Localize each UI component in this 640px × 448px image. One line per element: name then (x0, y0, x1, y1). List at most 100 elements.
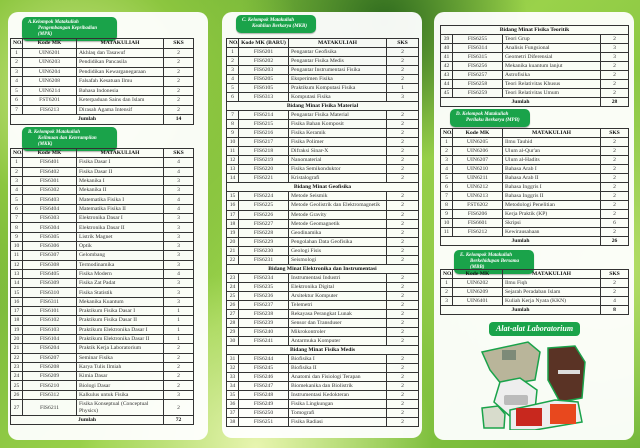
cell-kode: FIS6249 (238, 398, 289, 409)
cell-sks: 2 (599, 79, 630, 89)
cell-matakuliah: Geologi Fisis (288, 245, 387, 256)
cell-kode: FIS6214 (238, 110, 289, 120)
cell-matakuliah: Metode Gravity (288, 209, 387, 220)
cell-matakuliah: Metode Seismik (288, 191, 387, 201)
header-row: NO. Kode MK MATAKULIAH SKS (440, 128, 629, 138)
table-row: 2 UIN6206 Ulum al-Qur'an 2 (440, 146, 629, 156)
cell-sks: 3 (163, 175, 194, 187)
cell-no: 31 (226, 353, 239, 364)
table-row: 3 UIN6204 Pendidikan Kewarganegaraan 2 (10, 66, 194, 77)
cell-no: 8 (10, 222, 23, 233)
cell-no: 26 (226, 299, 239, 310)
table-row: 23 FIS6208 Karya Tulis Ilmiah 2 (10, 361, 194, 373)
cell-no: 19 (226, 227, 239, 238)
cell-matakuliah: Mekanika kuantum lanjut (502, 61, 601, 71)
cell-sks: 2 (386, 56, 419, 66)
cell-no: 5 (10, 194, 23, 205)
cell-kode: FIS6212 (452, 227, 503, 237)
cell-kode: FIS6308 (22, 259, 77, 270)
cell-matakuliah: Skripsi (502, 218, 601, 228)
cell-no: 16 (226, 200, 239, 211)
cell-sks: 3 (163, 240, 194, 252)
cell-matakuliah: Matematika Fisika II (76, 203, 164, 215)
cell-sks: 2 (600, 227, 629, 237)
table-row: 3 UIN6401 Kuliah Kerja Nyata (KKN) 4 (440, 296, 629, 306)
cell-sks: 3 (163, 222, 194, 233)
table-row: 23 FIS6234 Instrumentasi Industri 2 (226, 272, 419, 283)
cell-matakuliah: Difraksi Sinar-X (288, 146, 387, 156)
cell-sks: 2 (386, 362, 419, 373)
total-row: Jumlah 26 (440, 236, 629, 246)
cell-matakuliah: Kalkulus untuk Fisika (76, 389, 164, 401)
cell-matakuliah: Termodinamika (76, 259, 164, 270)
cell-kode: FIS6220 (238, 164, 289, 174)
cell-sks: 2 (386, 398, 419, 409)
cell-kode: FIS6244 (238, 353, 289, 364)
cell-kode: FIS6215 (238, 119, 289, 129)
table-row: 1 UIN6205 Ilmu Tauhid 2 (440, 137, 629, 147)
cell-no: 20 (10, 333, 23, 345)
cell-matakuliah: Fisika Statistik (76, 287, 164, 298)
cell-matakuliah: Mekanika II (76, 185, 164, 196)
cell-no: 5 (440, 173, 453, 183)
cell-no: 3 (226, 65, 239, 75)
cell-no: 1 (10, 47, 23, 58)
cell-sks: 2 (386, 65, 419, 75)
cell-matakuliah: Pengantar Instrumentasi Fisika (288, 65, 387, 75)
table-row: 2 FIS6402 Fisika Dasar II 4 (10, 166, 194, 177)
cell-sks: 2 (600, 287, 629, 297)
table-row: 5 UIN6214 Bahasa Indonesia 2 (10, 85, 194, 96)
table-row: 45 FIS6259 Teori Relativitas Umum 2 (440, 88, 630, 98)
cell-matakuliah: Praktik Kerja Laboratorium (76, 343, 164, 354)
cell-matakuliah: Fisika Modern (76, 268, 164, 280)
cell-kode: FIS6102 (22, 315, 77, 326)
cell-sks: 2 (163, 104, 194, 115)
col-kode: Kode MK (22, 147, 77, 159)
cell-matakuliah: Kerja Praktik (KP) (502, 209, 601, 219)
cell-no: 25 (226, 290, 239, 301)
cell-matakuliah: Kewirausahaan (502, 227, 601, 237)
cell-kode: FIS6248 (238, 389, 289, 400)
cell-matakuliah: Fisika Lingkungan (288, 398, 387, 409)
banner-line: Berkehidupan Bersama (MBB) (470, 259, 520, 270)
col-matakuliah: MATAKULIAH (76, 38, 164, 49)
table-row: 2 UIN6203 Pendidikan Pancasila 2 (10, 57, 194, 68)
table-row: 5 UIN6211 Bahasa Arab II 2 (440, 173, 629, 183)
table-row: 36 FIS6249 Fisika Lingkungan 2 (226, 398, 419, 409)
table-row: 21 FIS6204 Praktik Kerja Laboratorium 2 (10, 343, 194, 354)
table-row: 3 UIN6207 Ulum al-Hadits 2 (440, 155, 629, 165)
header-row: NO. Kode MK MATAKULIAH SKS (10, 38, 194, 49)
cell-sks: 4 (163, 157, 194, 168)
cell-sks: 2 (386, 290, 419, 301)
cell-no: 3 (440, 155, 453, 165)
cell-no: 41 (440, 52, 453, 62)
lab-title: Alat-alat Laboratorium (489, 322, 580, 336)
table-row: 30 FIS6241 Antarmuka Komputer 2 (226, 335, 419, 346)
cell-sks: 2 (386, 47, 419, 57)
cell-sks: 2 (386, 137, 419, 147)
cell-kode: FIS6216 (238, 128, 289, 138)
col-kode: Kode MK (452, 269, 503, 279)
cell-no: 26 (10, 389, 23, 401)
cell-matakuliah: Fisika Semikonduktor (288, 164, 387, 174)
table-row: 15 FIS6310 Fisika Statistik 3 (10, 287, 194, 298)
banner-line: C. Kelompok Matakuliah (242, 18, 295, 23)
cell-sks: 2 (386, 308, 419, 319)
cell-sks: 1 (163, 306, 194, 317)
cell-matakuliah: Kristalografi (288, 173, 387, 183)
cell-no: 28 (226, 317, 239, 328)
cell-no: 7 (226, 110, 239, 120)
cell-matakuliah: Tomografi (288, 407, 387, 418)
cell-matakuliah: Teori Grup (502, 34, 601, 44)
cell-no: 17 (10, 306, 23, 317)
cell-sks: 2 (163, 76, 194, 87)
table-row: 1 UIN6201 Akhlaq dan Tasawuf 2 (10, 47, 194, 58)
total-value: 26 (600, 236, 629, 246)
cell-kode: FIS6303 (22, 213, 77, 224)
table-group-a: NO. Kode MK MATAKULIAH SKS 1 UIN6201 Akhlaq da… (10, 38, 194, 125)
cell-kode: FIS6258 (452, 79, 503, 89)
cell-kode: FIS6201 (238, 47, 289, 57)
cell-sks: 2 (386, 299, 419, 310)
col-sks: SKS (386, 38, 419, 48)
cell-kode: FIS6205 (238, 74, 289, 84)
